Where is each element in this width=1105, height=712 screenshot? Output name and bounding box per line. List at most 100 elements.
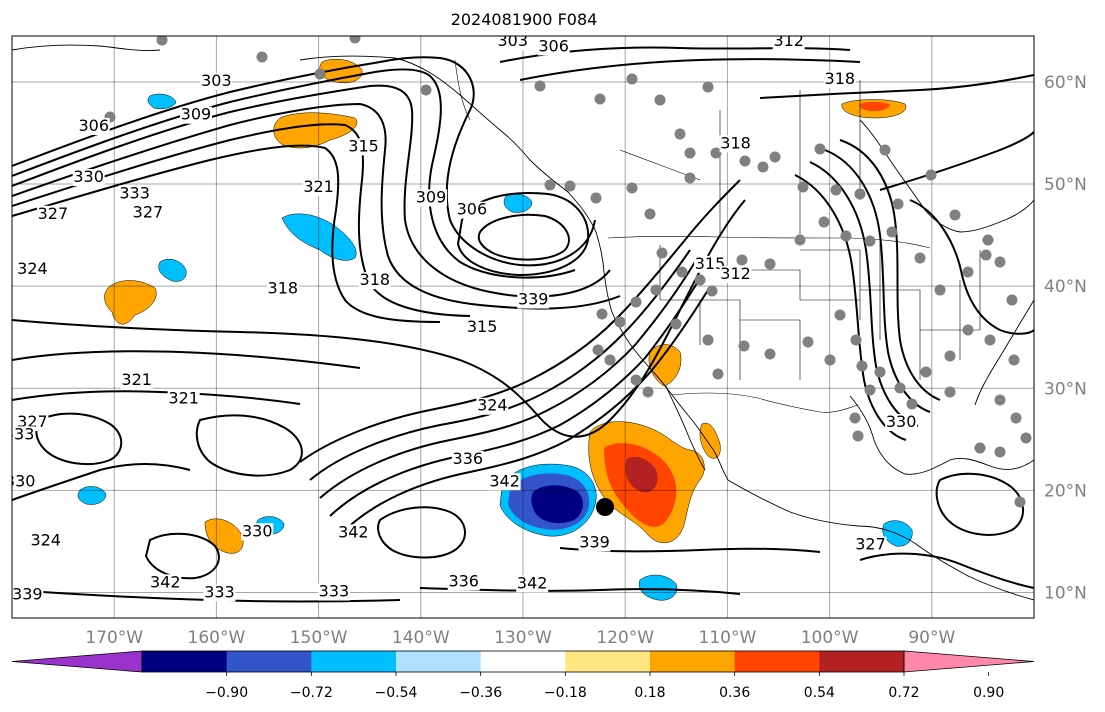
contour-label-bg xyxy=(466,319,499,337)
contour-label: 339 xyxy=(579,533,610,552)
contour-label: 342 xyxy=(489,471,520,490)
contour-label-bg xyxy=(179,106,212,124)
station-dot xyxy=(420,84,432,96)
station-dot xyxy=(674,128,686,140)
colorbar-segment xyxy=(142,651,228,672)
contour-label-bg xyxy=(77,117,110,135)
station-dot xyxy=(764,348,776,360)
border-states-1 xyxy=(659,240,981,380)
longitude-tick-label: 150°W xyxy=(290,628,348,648)
contour-label: 327 xyxy=(17,412,48,431)
contour-label: 312 xyxy=(720,264,751,283)
contour-label: 330 xyxy=(5,471,36,490)
colorbar-segment xyxy=(734,651,820,672)
station-dot xyxy=(879,144,891,156)
colorbar-segment xyxy=(396,651,482,672)
station-dot xyxy=(650,284,662,296)
shade-blue-bering xyxy=(147,93,177,109)
contour-label-bg xyxy=(241,523,274,541)
station-dot xyxy=(980,249,992,261)
contour-label: 315 xyxy=(467,317,498,336)
contour-label: 324 xyxy=(17,259,48,278)
station-dot xyxy=(736,254,748,266)
contour-label-bg xyxy=(451,450,484,468)
station-dot xyxy=(818,216,830,228)
contour-label: 333 xyxy=(119,183,150,202)
station-dot xyxy=(694,274,706,286)
coastline-alaska-bc xyxy=(299,55,729,481)
station-dot xyxy=(824,354,836,366)
contour-sub-3 xyxy=(309,249,691,481)
station-dot xyxy=(256,51,268,63)
colorbar-tick-label: −0.18 xyxy=(544,685,587,701)
contour-label: 309 xyxy=(181,105,212,124)
station-dot xyxy=(604,354,616,366)
shade-orange-gulf-ca xyxy=(699,422,721,459)
station-dot xyxy=(630,296,642,308)
station-dot xyxy=(642,386,654,398)
station-dot xyxy=(156,36,168,46)
contour-label: 318 xyxy=(720,133,751,152)
colorbar-tick-label: −0.54 xyxy=(375,685,418,701)
station-dot xyxy=(1014,496,1026,508)
contour-label: 330 xyxy=(242,521,273,540)
contour-label-bg xyxy=(772,36,805,51)
station-dot xyxy=(886,226,898,238)
colorbar-tick-label: 0.54 xyxy=(804,685,835,701)
longitude-tick-label: 170°W xyxy=(85,628,143,648)
station-dot xyxy=(644,208,656,220)
colorbar-segment xyxy=(311,651,397,672)
station-dot xyxy=(676,266,688,278)
station-dot xyxy=(596,308,608,320)
station-dot xyxy=(590,192,602,204)
coastline-baja xyxy=(665,385,706,471)
station-dot xyxy=(994,394,1006,406)
colorbar-segment xyxy=(565,651,651,672)
contour-label: 336 xyxy=(453,449,484,468)
station-dot xyxy=(534,80,546,92)
station-dot xyxy=(920,366,932,378)
contour-318-north xyxy=(759,74,1034,99)
contour-label: 315 xyxy=(695,254,726,273)
contour-label-bg xyxy=(36,205,69,223)
contour-label-bg xyxy=(488,473,521,491)
station-dot xyxy=(834,309,846,321)
shade-blue-w-10n xyxy=(77,486,107,505)
contour-label: 339 xyxy=(12,585,43,604)
contour-label-bg xyxy=(719,266,752,284)
coastline-kamchatka xyxy=(12,44,161,51)
contour-label-bg xyxy=(578,534,611,552)
station-dot xyxy=(962,324,974,336)
colorbar-extend-high xyxy=(903,650,1035,673)
contour-label: 318 xyxy=(360,270,391,289)
station-dot xyxy=(949,209,961,221)
station-dot xyxy=(706,285,718,297)
station-dot xyxy=(892,198,904,210)
station-dot xyxy=(630,374,642,386)
longitude-tick-label: 90°W xyxy=(908,628,955,648)
contour-label: 327 xyxy=(38,204,69,223)
contour-label-bg xyxy=(131,204,164,222)
station-dot xyxy=(712,368,724,380)
contour-label: 321 xyxy=(168,389,199,408)
contour-label-bg xyxy=(516,575,549,593)
station-dot xyxy=(764,258,776,270)
contour-trop-1 xyxy=(12,390,301,405)
station-dot xyxy=(684,172,696,184)
contour-label-bg xyxy=(347,138,380,156)
contour-label: 330 xyxy=(886,412,917,431)
station-dot xyxy=(739,155,751,167)
latitude-tick-label: 10°N xyxy=(1044,583,1087,603)
station-dot xyxy=(944,350,956,362)
station-dot xyxy=(757,161,769,173)
contour-sub-5 xyxy=(329,274,703,517)
contour-label-bg xyxy=(823,70,856,88)
contour-label: 318 xyxy=(268,278,299,297)
shade-orange-n-pacific xyxy=(273,112,358,149)
contour-label: 336 xyxy=(448,571,479,590)
station-dot xyxy=(626,73,638,85)
latitude-tick-label: 60°N xyxy=(1044,73,1087,93)
station-dot xyxy=(864,235,876,247)
station-dot xyxy=(544,179,556,191)
